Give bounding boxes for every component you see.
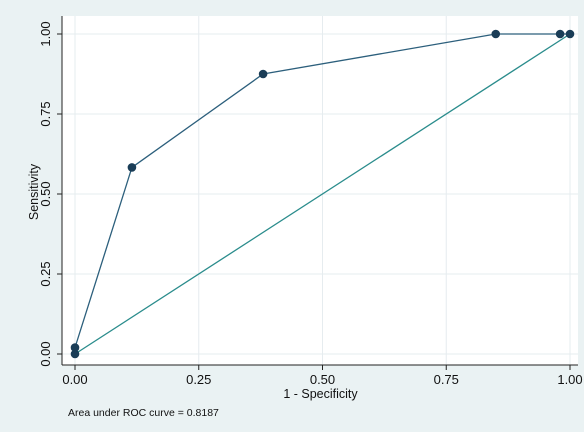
roc-point-2 bbox=[127, 163, 137, 172]
x-tick-label-2: 0.50 bbox=[310, 372, 335, 387]
axis-layer: 0.00 0.25 0.50 0.75 1.00 0.00 0.25 0.50 0.75 1.00 bbox=[38, 16, 583, 387]
roc-point-4 bbox=[491, 29, 501, 39]
auc-note: Area under ROC curve = 0.8187 bbox=[68, 407, 219, 419]
y-axis-title: Sensitivity bbox=[27, 163, 41, 220]
x-tick-label-3: 0.75 bbox=[434, 372, 459, 387]
y-tick-label-4: 1.00 bbox=[38, 21, 53, 46]
roc-point-5 bbox=[555, 29, 565, 39]
y-tick-label-3: 0.75 bbox=[38, 101, 53, 126]
x-tick-label-4: 1.00 bbox=[557, 372, 582, 387]
x-tick-label-1: 0.25 bbox=[186, 372, 211, 387]
roc-point-3 bbox=[258, 69, 268, 79]
series-layer bbox=[70, 29, 575, 359]
roc-point-1 bbox=[70, 343, 80, 352]
x-tick-label-0: 0.00 bbox=[62, 372, 87, 387]
x-axis-title: 1 - Specificity bbox=[283, 387, 358, 401]
reference-line bbox=[74, 33, 571, 355]
y-tick-label-2: 0.50 bbox=[38, 181, 53, 206]
y-tick-label-0: 0.00 bbox=[38, 341, 53, 366]
y-tick-label-1: 0.25 bbox=[38, 261, 53, 286]
roc-point-6 bbox=[565, 29, 575, 39]
